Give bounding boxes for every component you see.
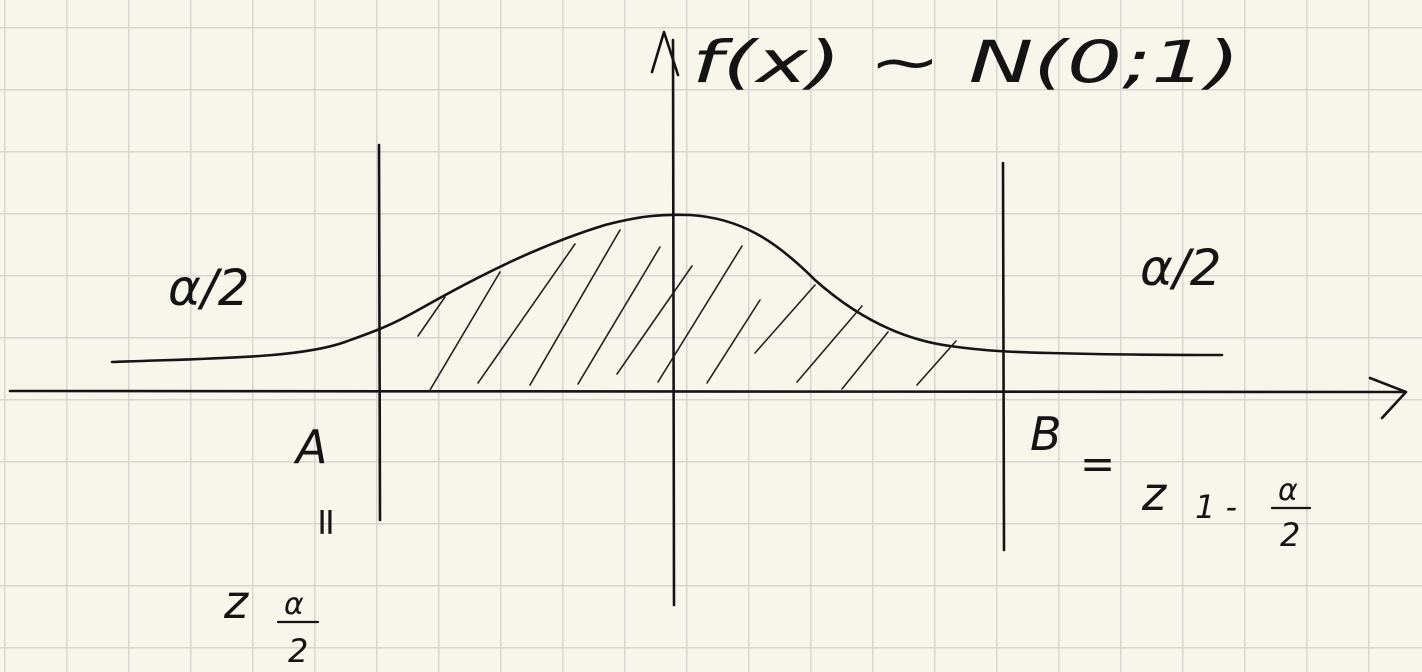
critical-line-b [1001,161,1006,552]
point-b-quantile: z 1 - α 2 [1141,467,1312,554]
point-a-label: A [293,420,327,474]
point-a-equals: = [305,506,349,538]
shaded-region [417,229,957,391]
point-b-subscript-prefix: 1 - [1195,488,1237,526]
point-a-z: z [223,575,249,629]
point-a-quantile: z α 2 [223,575,320,670]
y-axis-arrow-icon [650,30,680,77]
point-a-subscript-numerator: α [284,587,304,622]
point-b-subscript-denominator: 2 [1280,516,1300,554]
density-curve [110,213,1224,364]
x-axis [8,389,1407,394]
point-b-subscript-numerator: α [1278,473,1298,508]
point-b-z: z [1141,467,1167,521]
point-b-label: B [1030,407,1062,461]
y-axis [671,38,676,607]
point-b-equals: = [1080,439,1115,488]
x-axis-arrow-icon [1368,376,1408,420]
distribution-title: f(x) ~ N(0;1) [692,28,1240,96]
right-tail-label: α/2 [1140,239,1222,297]
point-a-subscript-denominator: 2 [288,632,308,670]
left-tail-label: α/2 [168,259,250,317]
critical-line-a [377,143,382,522]
